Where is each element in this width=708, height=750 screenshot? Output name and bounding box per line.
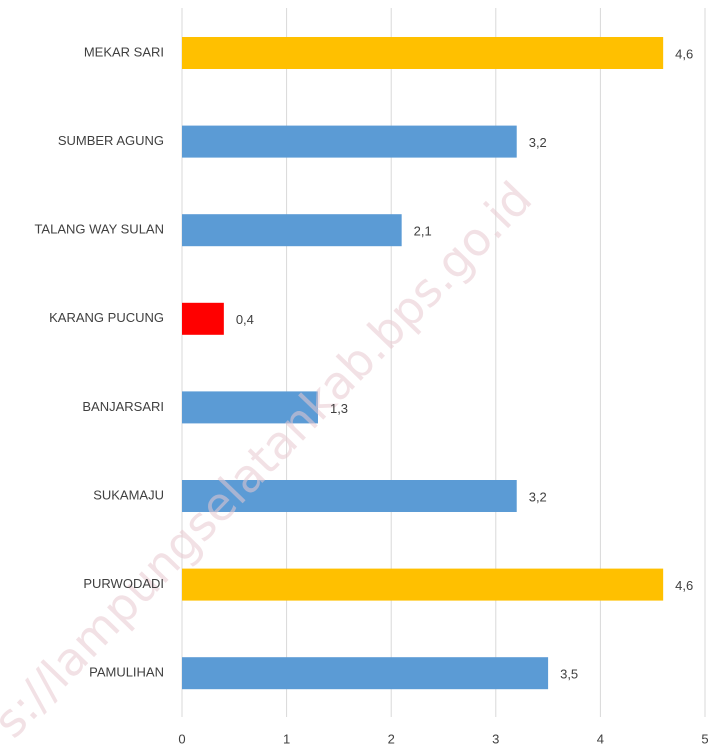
value-label: 4,6 — [675, 46, 693, 61]
bar — [182, 480, 517, 512]
bar — [182, 657, 549, 690]
y-tick-label: KARANG PUCUNG — [49, 310, 164, 325]
value-label: 2,1 — [414, 224, 432, 239]
value-label: 1,3 — [330, 401, 348, 416]
y-tick-label: PAMULIHAN — [89, 665, 164, 680]
y-tick-label: BANJARSARI — [82, 399, 164, 414]
y-tick-label: TALANG WAY SULAN — [34, 222, 164, 237]
value-label: 3,5 — [560, 667, 578, 682]
value-label: 3,2 — [529, 489, 547, 504]
bar — [182, 302, 224, 335]
x-tick-label: 1 — [283, 731, 290, 746]
bar — [182, 214, 402, 247]
bar — [182, 568, 664, 601]
x-tick-label: 3 — [492, 731, 499, 746]
y-tick-label: SUKAMAJU — [93, 487, 164, 502]
bar — [182, 125, 517, 158]
y-tick-label: PURWODADI — [83, 576, 164, 591]
x-tick-label: 4 — [597, 731, 604, 746]
x-tick-label: 0 — [178, 731, 185, 746]
value-label: 0,4 — [236, 312, 254, 327]
bar — [182, 37, 664, 69]
bar — [182, 391, 318, 424]
x-tick-label: 2 — [388, 731, 395, 746]
x-tick-label: 5 — [701, 731, 708, 746]
value-label: 3,2 — [529, 135, 547, 150]
y-tick-label: SUMBER AGUNG — [58, 133, 164, 148]
value-label: 4,6 — [675, 578, 693, 593]
y-tick-label: MEKAR SARI — [84, 44, 164, 59]
